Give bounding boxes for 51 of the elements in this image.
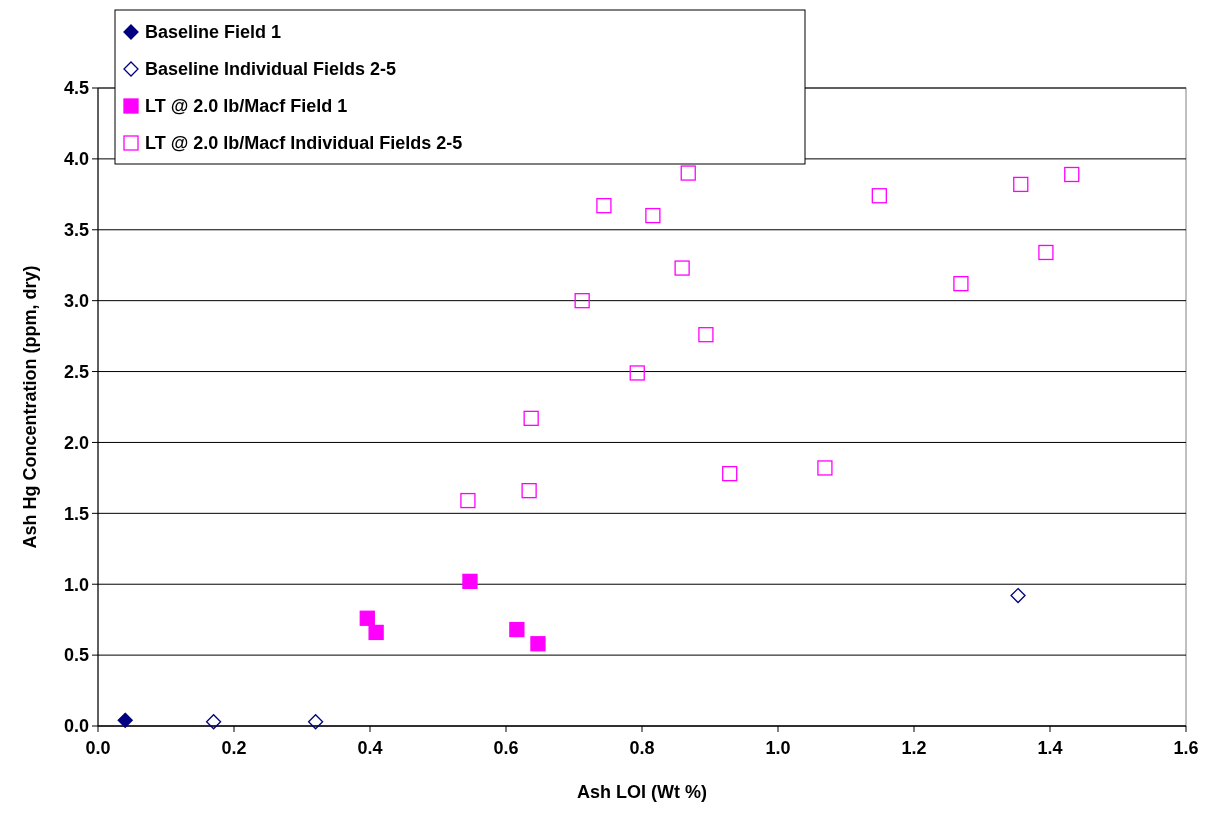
x-tick-label: 1.0 <box>765 738 791 758</box>
y-tick-label: 4.5 <box>63 78 89 99</box>
x-tick-label: 0.0 <box>85 738 111 758</box>
point <box>1010 587 1026 604</box>
x-tick-label: 1.4 <box>1037 738 1063 758</box>
x-tick-label: 1.2 <box>901 738 927 758</box>
x-axis-title: Ash LOI (Wt %) <box>577 782 707 802</box>
point <box>698 327 714 343</box>
point <box>307 714 324 730</box>
point <box>680 165 696 181</box>
point <box>722 465 738 482</box>
point <box>1038 244 1054 261</box>
x-tick-label: 0.2 <box>221 738 247 758</box>
y-axis-title: Ash Hg Concentration (ppm, dry) <box>20 265 40 549</box>
y-tick-label: 2.0 <box>63 432 89 453</box>
point <box>460 492 476 509</box>
point <box>674 260 690 276</box>
legend-label: Baseline Field 1 <box>145 22 282 43</box>
point <box>205 714 222 730</box>
x-tick-label: 0.8 <box>629 738 655 758</box>
y-tick-label: 0.5 <box>63 645 89 666</box>
point <box>1064 166 1080 183</box>
point <box>509 621 525 638</box>
x-tick-label: 0.4 <box>357 738 383 758</box>
point <box>530 636 546 652</box>
y-tick-label: 2.5 <box>63 361 89 382</box>
point <box>953 276 969 292</box>
x-tick-label: 1.6 <box>1173 738 1199 758</box>
y-tick-label: 4.0 <box>63 149 89 170</box>
y-tick-label: 0.0 <box>63 716 89 737</box>
y-tick-label: 3.0 <box>63 290 89 311</box>
point <box>521 483 537 499</box>
point <box>817 460 833 476</box>
point <box>574 293 590 309</box>
point <box>871 188 887 204</box>
point <box>1013 176 1029 193</box>
point <box>462 573 478 590</box>
point <box>368 624 384 641</box>
point <box>596 198 612 214</box>
legend-label: LT @ 2.0 lb/Macf Individual Fields 2-5 <box>145 133 463 154</box>
y-tick-label: 3.5 <box>63 220 89 241</box>
x-tick-label: 0.6 <box>493 738 519 758</box>
point <box>359 610 375 626</box>
legend-label: Baseline Individual Fields 2-5 <box>145 59 397 80</box>
y-tick-label: 1.0 <box>63 574 89 595</box>
y-tick-label: 1.5 <box>63 503 89 524</box>
point <box>117 712 133 728</box>
point <box>629 365 645 381</box>
point <box>645 207 661 224</box>
point <box>523 410 539 426</box>
legend-label: LT @ 2.0 lb/Macf Field 1 <box>145 96 348 117</box>
